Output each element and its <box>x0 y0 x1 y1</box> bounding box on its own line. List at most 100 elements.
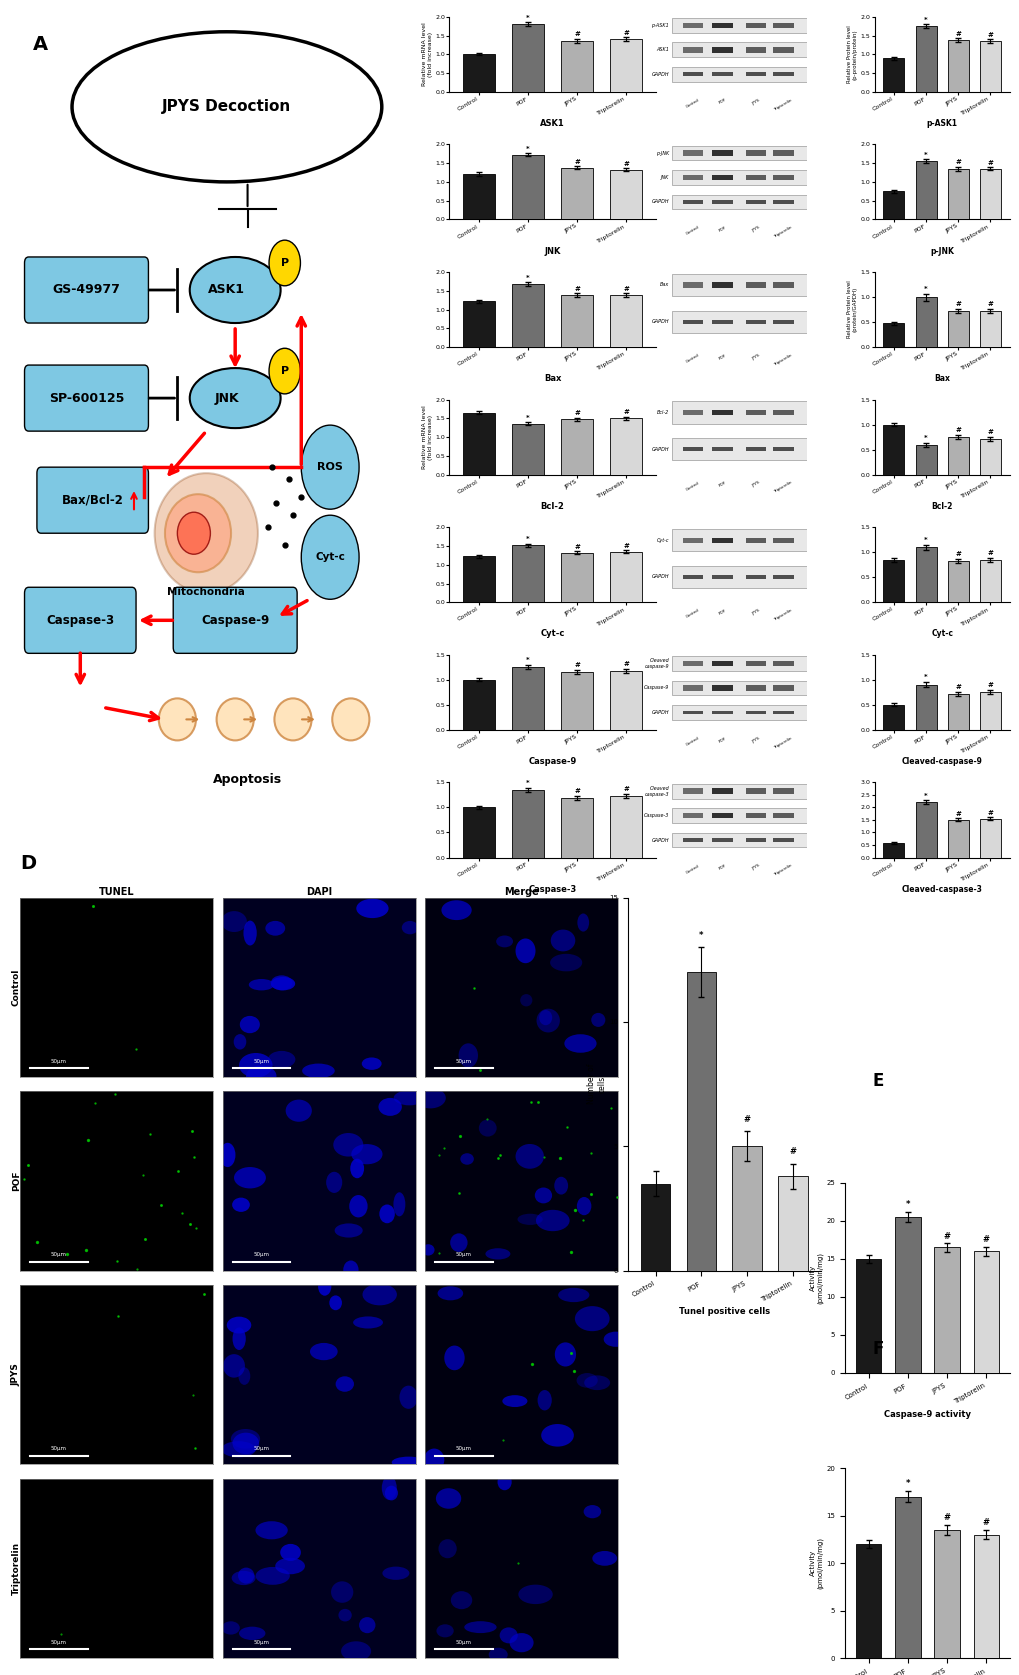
Text: *: * <box>526 657 529 663</box>
Bar <box>682 538 702 543</box>
X-axis label: Bcl-2: Bcl-2 <box>540 502 565 511</box>
Bar <box>933 1248 959 1374</box>
Bar <box>672 807 806 822</box>
Text: #: # <box>623 543 629 549</box>
Bar <box>746 72 765 77</box>
Bar <box>746 812 765 817</box>
Bar <box>711 447 732 451</box>
Text: #: # <box>574 286 580 291</box>
Bar <box>672 310 806 333</box>
Bar <box>512 546 543 603</box>
Ellipse shape <box>353 1317 382 1328</box>
Ellipse shape <box>223 1353 245 1377</box>
Ellipse shape <box>478 1119 496 1137</box>
Bar <box>711 662 732 667</box>
Ellipse shape <box>238 1367 250 1385</box>
Bar <box>463 556 494 603</box>
Ellipse shape <box>518 1585 552 1605</box>
Text: Control: Control <box>685 864 700 874</box>
Ellipse shape <box>391 1457 425 1467</box>
Ellipse shape <box>221 1621 239 1635</box>
Bar <box>672 705 806 720</box>
Ellipse shape <box>539 1010 551 1025</box>
Text: E: E <box>871 1072 882 1090</box>
Bar <box>746 410 765 415</box>
Bar <box>686 971 715 1271</box>
Ellipse shape <box>450 1591 472 1610</box>
Bar <box>609 419 642 474</box>
Ellipse shape <box>190 256 280 323</box>
Bar <box>947 40 968 92</box>
Ellipse shape <box>378 1097 401 1116</box>
Text: #: # <box>943 1513 950 1523</box>
Text: P: P <box>280 258 288 268</box>
Text: *: * <box>923 794 927 799</box>
Bar <box>711 685 732 690</box>
Bar <box>933 1529 959 1658</box>
Ellipse shape <box>554 1342 576 1367</box>
Ellipse shape <box>379 1204 394 1223</box>
Ellipse shape <box>285 1099 312 1122</box>
Ellipse shape <box>564 1033 596 1054</box>
Text: JPYS: JPYS <box>751 226 760 233</box>
Text: Caspase-9: Caspase-9 <box>201 613 269 626</box>
Text: #: # <box>574 789 580 794</box>
Text: Bax/Bcl-2: Bax/Bcl-2 <box>61 494 123 508</box>
Text: 50μm: 50μm <box>254 1446 269 1451</box>
Bar <box>463 680 494 730</box>
Circle shape <box>301 425 359 509</box>
Ellipse shape <box>444 1345 465 1370</box>
Text: 50μm: 50μm <box>455 1253 472 1258</box>
Ellipse shape <box>232 1432 259 1454</box>
Ellipse shape <box>246 1065 276 1087</box>
Bar <box>711 812 732 817</box>
Circle shape <box>269 348 301 394</box>
Y-axis label: Triptorelin: Triptorelin <box>12 1543 20 1595</box>
Text: #: # <box>574 159 580 164</box>
Ellipse shape <box>159 698 196 740</box>
Bar <box>682 174 702 181</box>
Text: Control: Control <box>685 353 700 363</box>
Bar <box>672 67 806 82</box>
Y-axis label: Control: Control <box>12 968 20 1007</box>
Bar <box>894 1218 919 1373</box>
Text: 50μm: 50μm <box>51 1640 67 1645</box>
Text: #: # <box>986 159 993 166</box>
Y-axis label: Relative mRNA level
(fold increase): Relative mRNA level (fold increase) <box>422 22 432 85</box>
Bar <box>560 168 593 219</box>
X-axis label: Tunel positive cells: Tunel positive cells <box>679 1306 769 1317</box>
Bar <box>746 838 765 843</box>
Text: #: # <box>986 32 993 39</box>
Ellipse shape <box>274 698 311 740</box>
X-axis label: p-JNK: p-JNK <box>929 246 953 256</box>
Bar <box>746 789 765 794</box>
Bar <box>947 821 968 858</box>
Bar <box>711 410 732 415</box>
Ellipse shape <box>401 921 418 935</box>
Bar <box>672 529 806 551</box>
Ellipse shape <box>510 1633 533 1652</box>
Bar <box>682 662 702 667</box>
Bar <box>746 174 765 181</box>
Bar <box>746 710 765 714</box>
Bar <box>711 199 732 204</box>
X-axis label: Cleaved-caspase-9: Cleaved-caspase-9 <box>901 757 981 765</box>
Ellipse shape <box>219 1142 235 1167</box>
Bar <box>972 1534 998 1658</box>
Text: #: # <box>789 1147 796 1156</box>
Text: Apoptosis: Apoptosis <box>213 774 282 787</box>
Text: #: # <box>574 410 580 415</box>
Bar <box>882 559 904 603</box>
Text: POF: POF <box>717 97 727 106</box>
Text: JPYS: JPYS <box>751 608 760 616</box>
Ellipse shape <box>238 1054 272 1077</box>
Text: *: * <box>923 285 927 291</box>
Bar <box>463 807 494 858</box>
Text: POF: POF <box>717 481 727 487</box>
Ellipse shape <box>332 698 369 740</box>
Bar <box>682 199 702 204</box>
Text: 50μm: 50μm <box>51 1253 67 1258</box>
Bar <box>512 791 543 858</box>
Text: SP-600125: SP-600125 <box>49 392 124 405</box>
Ellipse shape <box>537 1390 551 1410</box>
